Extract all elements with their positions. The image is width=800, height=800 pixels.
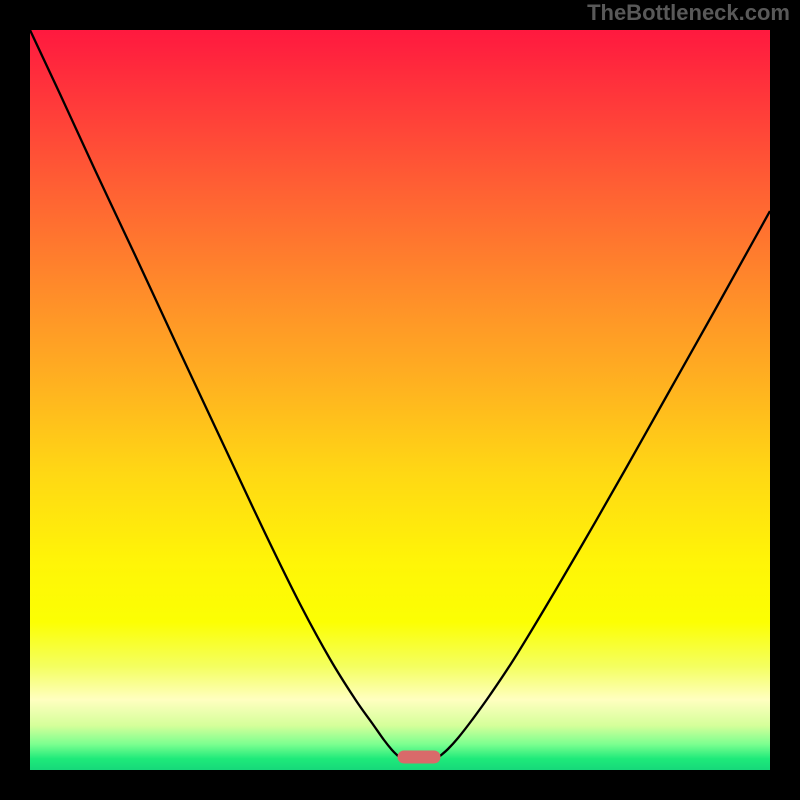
bottleneck-chart xyxy=(0,0,800,800)
optimal-marker xyxy=(398,751,441,764)
watermark-text: TheBottleneck.com xyxy=(587,0,790,26)
plot-gradient-background xyxy=(30,30,770,770)
chart-container: TheBottleneck.com xyxy=(0,0,800,800)
